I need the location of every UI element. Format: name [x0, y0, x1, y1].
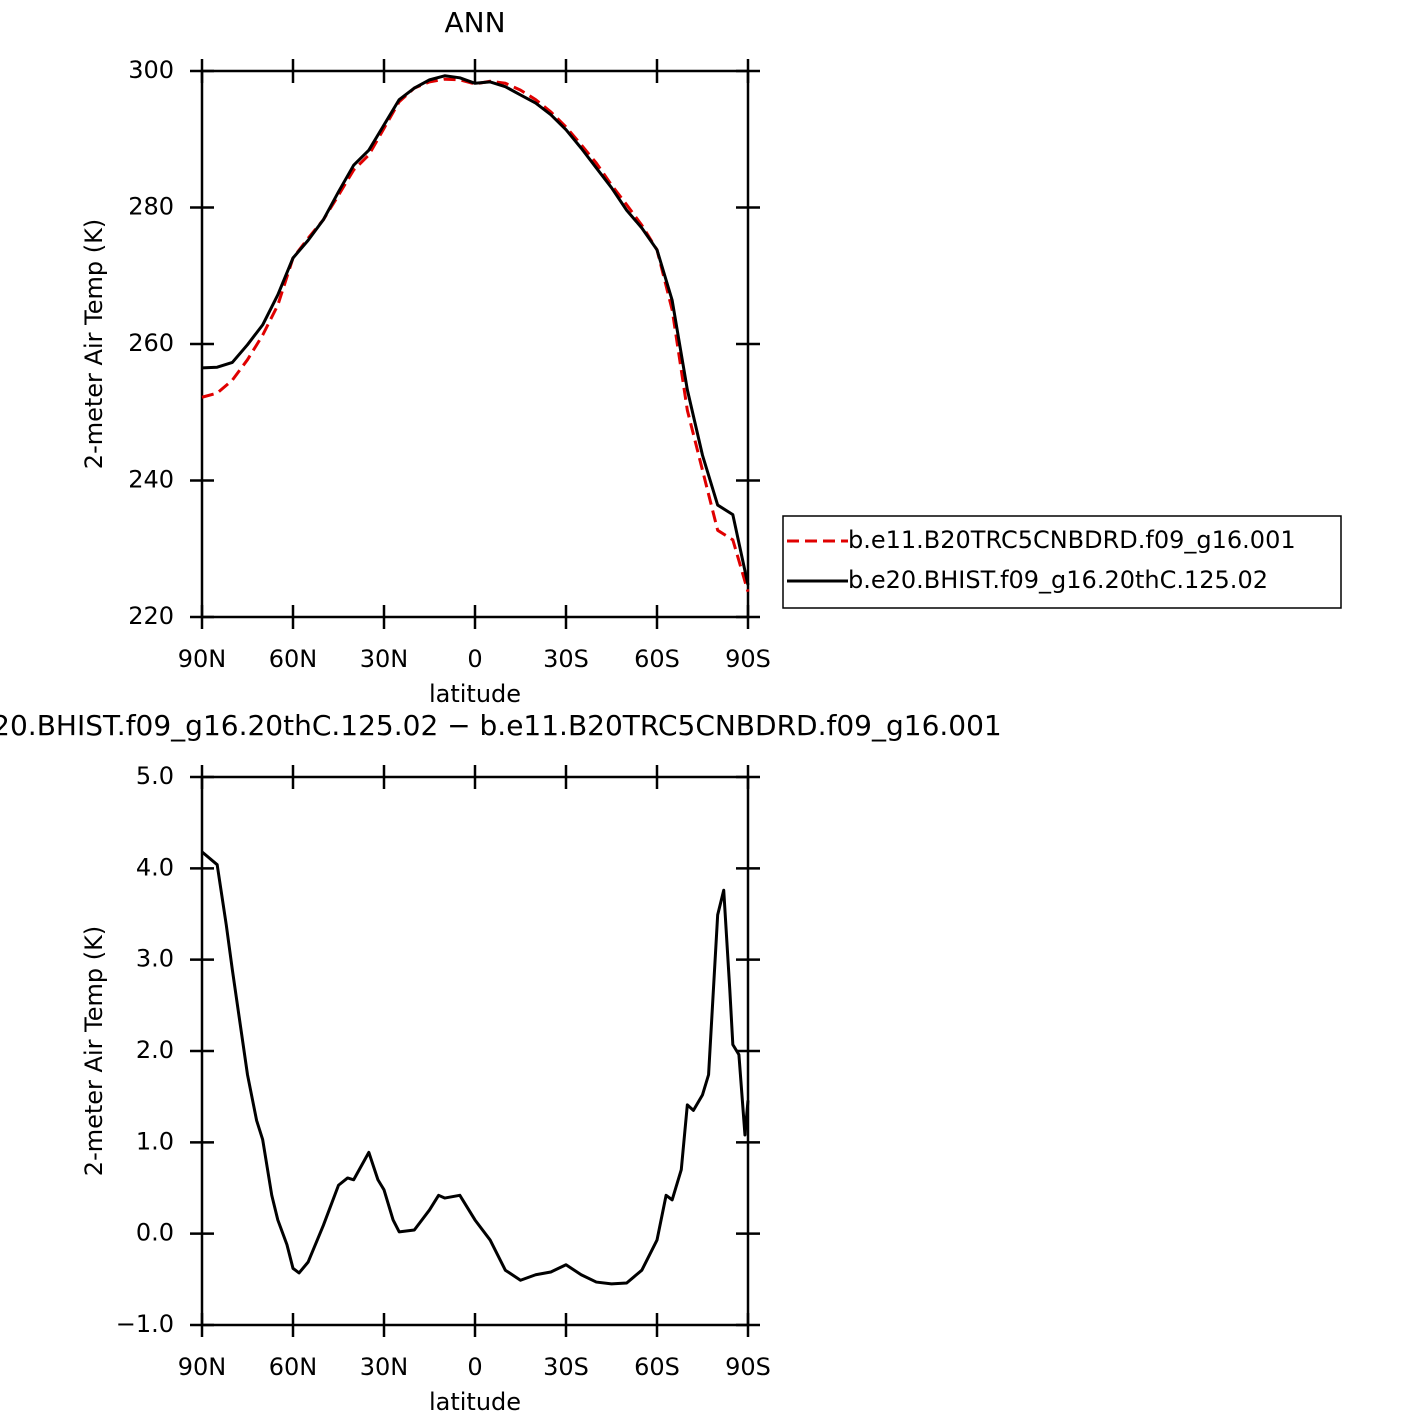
y-tick-label: 2.0: [136, 1036, 174, 1064]
plot-frame: [200, 775, 750, 1327]
x-tick-label: 90N: [178, 1353, 227, 1381]
y-tick-label: 260: [128, 329, 174, 357]
x-tick-label: 90N: [178, 645, 227, 673]
y-tick-label: 3.0: [136, 945, 174, 973]
x-tick-label: 30S: [543, 645, 589, 673]
chart-title: b.e20.BHIST.f09_g16.20thC.125.02 − b.e11…: [0, 709, 1002, 742]
data-line: [201, 77, 750, 593]
data-line: [201, 850, 750, 1286]
x-tick-label: 60N: [269, 645, 318, 673]
x-tick-label: 0: [467, 645, 482, 673]
x-axis-label: latitude: [429, 680, 521, 708]
legend-box: [782, 515, 1342, 609]
y-tick-label: 1.0: [136, 1127, 174, 1155]
y-tick-label: 5.0: [136, 762, 174, 790]
y-tick-label: 0.0: [136, 1219, 174, 1247]
legend-label: b.e11.B20TRC5CNBDRD.f09_g16.001: [848, 526, 1296, 554]
x-tick-label: 30N: [360, 645, 409, 673]
x-tick-label: 60S: [634, 645, 680, 673]
y-axis-label: 2-meter Air Temp (K): [80, 926, 108, 1176]
y-tick-label: 4.0: [136, 853, 174, 881]
x-tick-label: 30S: [543, 1353, 589, 1381]
chart-title: ANN: [444, 6, 505, 39]
y-tick-label: 280: [128, 193, 174, 221]
x-tick-label: 0: [467, 1353, 482, 1381]
x-tick-label: 90S: [725, 645, 771, 673]
plot-frame: [200, 69, 750, 619]
y-tick-label: 300: [128, 56, 174, 84]
x-tick-label: 60S: [634, 1353, 680, 1381]
x-tick-label: 60N: [269, 1353, 318, 1381]
y-tick-label: −1.0: [116, 1310, 174, 1338]
y-tick-label: 240: [128, 466, 174, 494]
y-axis-label: 2-meter Air Temp (K): [80, 219, 108, 469]
x-tick-label: 90S: [725, 1353, 771, 1381]
y-tick-label: 220: [128, 602, 174, 630]
data-line: [201, 74, 750, 586]
legend-label: b.e20.BHIST.f09_g16.20thC.125.02: [848, 566, 1268, 594]
x-tick-label: 30N: [360, 1353, 409, 1381]
x-axis-label: latitude: [429, 1388, 521, 1416]
